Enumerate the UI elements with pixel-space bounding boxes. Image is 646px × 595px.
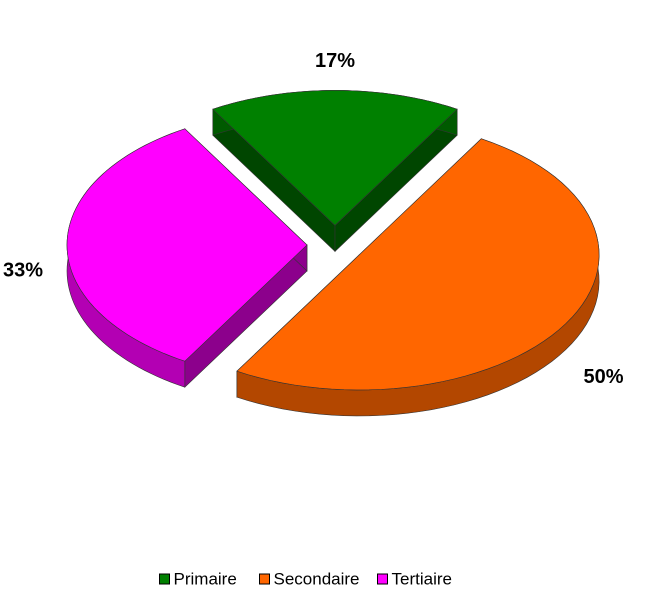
slice (236, 138, 600, 391)
data-label: 50% (584, 366, 624, 388)
slice (212, 90, 458, 226)
slice (66, 128, 308, 362)
data-label: 33% (3, 259, 43, 281)
legend-swatch (159, 573, 170, 585)
legend-label: Primaire (174, 569, 237, 588)
data-label: 17% (315, 50, 355, 72)
legend-label: Secondaire (274, 569, 360, 588)
slice (212, 90, 458, 253)
slice (236, 138, 600, 417)
legend-swatch (259, 573, 270, 585)
slice (66, 128, 308, 388)
legend-swatch (377, 573, 388, 585)
legend-label: Tertiaire (392, 569, 452, 588)
